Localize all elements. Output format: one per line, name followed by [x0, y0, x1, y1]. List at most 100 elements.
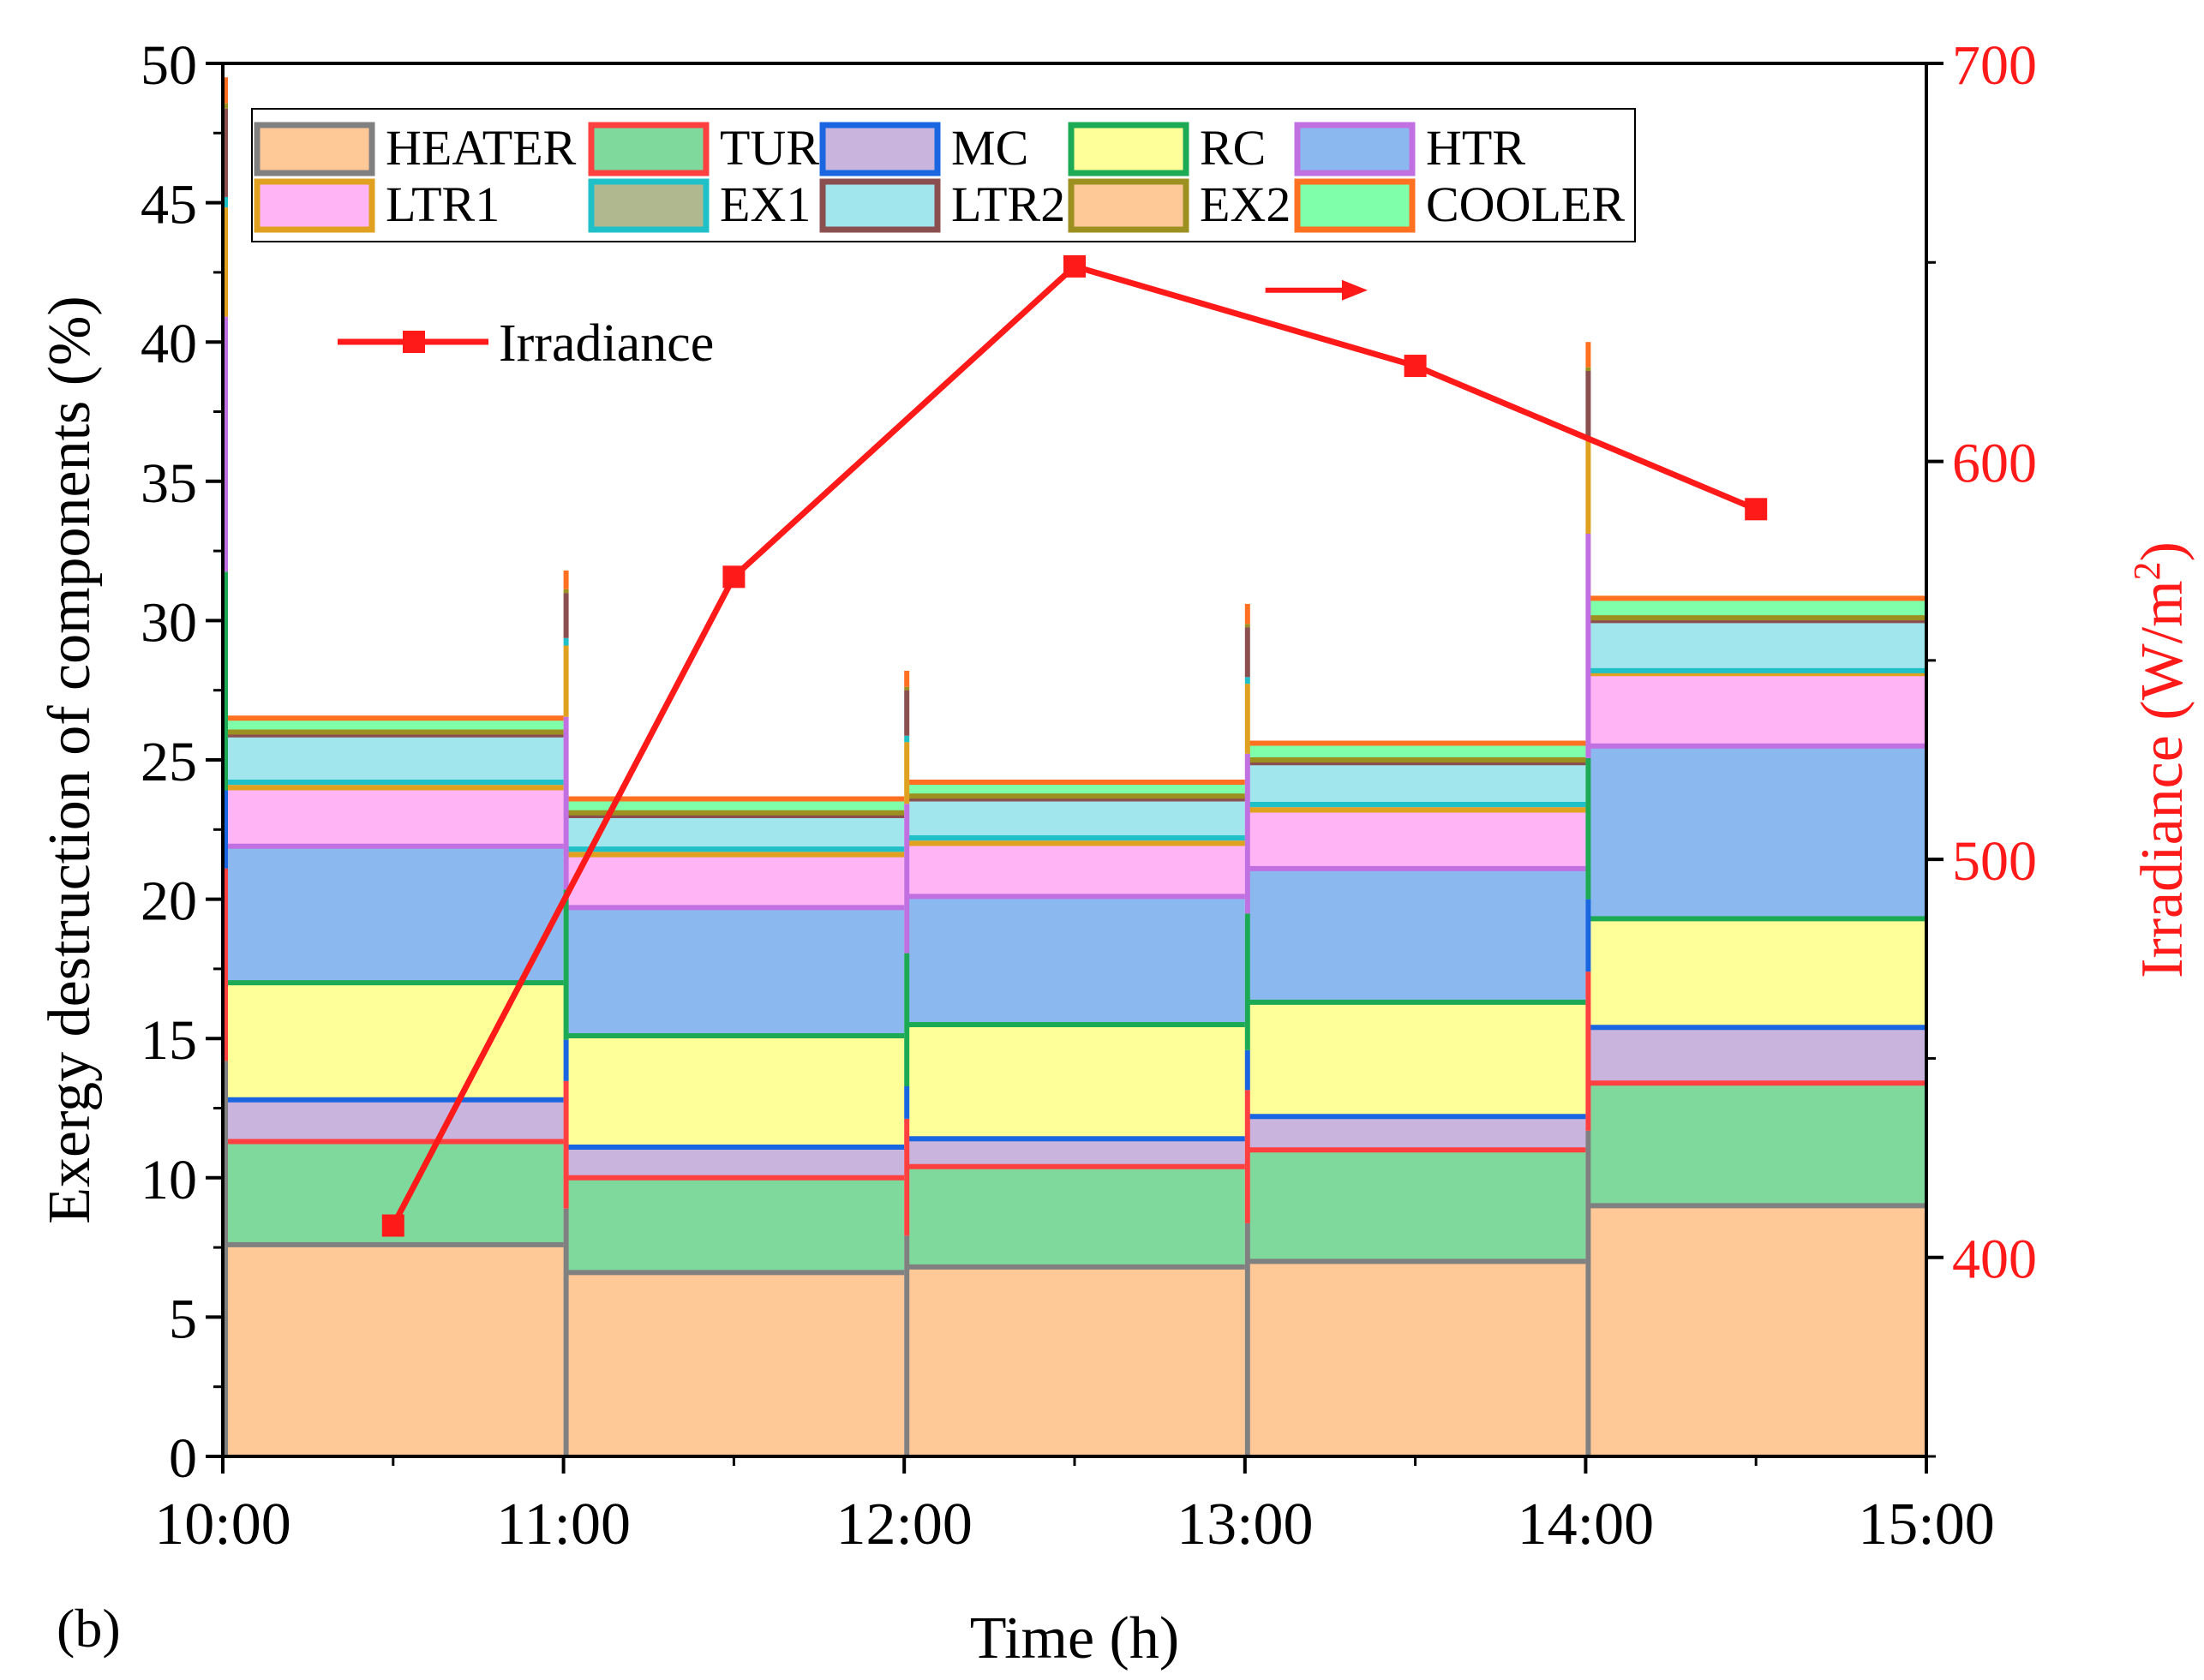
y2-tick-label-500: 500 [1952, 830, 2037, 893]
x-tick-label-3: 13:00 [1177, 1492, 1313, 1557]
area-htr-3 [907, 896, 1245, 1025]
area-htr-1 [223, 846, 564, 983]
y-tick-label-20: 20 [141, 870, 197, 933]
y-tick-label-35: 35 [141, 452, 197, 515]
irradiance-marker-5 [1745, 498, 1768, 521]
x-tick-label-2: 12:00 [835, 1492, 972, 1557]
axis-arrow-head [1341, 279, 1368, 301]
area-ltr1-3 [907, 843, 1245, 897]
legend-label-cooler: COOLER [1426, 176, 1625, 232]
area-cooler-1 [223, 718, 564, 732]
area-heater-5 [1588, 1205, 1926, 1456]
irradiance-marker-3 [1063, 254, 1086, 278]
y-axis-label: Exergy destruction of components (%) [37, 296, 103, 1223]
stacked-area-layer [223, 595, 1926, 1456]
y-tick-label-40: 40 [141, 313, 197, 375]
area-htr-5 [1588, 745, 1926, 919]
y-tick-label-30: 30 [141, 591, 197, 654]
y-tick-label-50: 50 [141, 34, 197, 97]
y2-axis-label-superscript: 2 [2126, 561, 2168, 580]
legend-swatch-htr [1294, 122, 1416, 176]
panel-label: (b) [57, 1598, 121, 1659]
area-ex1-4 [1247, 804, 1586, 810]
legend-label-tur: TUR [720, 120, 819, 176]
irradiance-line-layer [381, 254, 1768, 1237]
area-ltr1-5 [1588, 673, 1926, 746]
legend-swatch-mc [819, 122, 941, 176]
legend-swatch-ex2 [1068, 178, 1189, 233]
x-tick-label-0: 10:00 [154, 1492, 290, 1557]
area-tur-2 [566, 1177, 905, 1273]
area-ltr2-1 [223, 734, 564, 783]
area-rc-5 [1588, 918, 1926, 1028]
area-heater-3 [907, 1266, 1245, 1456]
area-mc-4 [1247, 1116, 1586, 1151]
area-ltr2-5 [1588, 620, 1926, 671]
y-tick-label-15: 15 [141, 1009, 197, 1072]
legend-swatch-ltr1 [254, 178, 375, 233]
area-htr-2 [566, 907, 905, 1036]
axis-labels: Exergy destruction of components (%) Tim… [37, 296, 2195, 1671]
legend-swatch-rc [1068, 122, 1189, 176]
area-tur-4 [1247, 1150, 1586, 1262]
area-rc-1 [223, 983, 564, 1100]
y-tick-label-0: 0 [169, 1427, 197, 1490]
irradiance-marker-1 [381, 1214, 404, 1237]
legend-label-rc: RC [1200, 120, 1266, 176]
area-cooler-4 [1247, 743, 1586, 760]
area-ex1-2 [566, 849, 905, 855]
area-mc-1 [223, 1099, 564, 1142]
area-tur-5 [1588, 1083, 1926, 1206]
area-ltr1-2 [566, 854, 905, 908]
legend-swatch-tur [588, 122, 710, 176]
y-tick-label-10: 10 [141, 1149, 197, 1211]
area-cooler-3 [907, 782, 1245, 797]
legend-label-ex2: EX2 [1200, 176, 1291, 232]
area-tur-3 [907, 1166, 1245, 1267]
area-rc-4 [1247, 1001, 1586, 1117]
y2-tick-label-400: 400 [1952, 1229, 2037, 1291]
legend-swatch-ex1 [588, 178, 710, 233]
legend-label-heater: HEATER [386, 120, 577, 176]
area-ltr2-4 [1247, 762, 1586, 805]
area-heater-2 [566, 1272, 905, 1456]
legend-irradiance-label: Irradiance [499, 314, 714, 373]
area-ltr1-4 [1247, 810, 1586, 869]
y2-tick-label-600: 600 [1952, 433, 2037, 495]
area-cooler-5 [1588, 598, 1926, 619]
legend-swatch-ltr2 [819, 178, 941, 233]
area-ltr2-2 [566, 816, 905, 850]
x-tick-label-1: 11:00 [496, 1492, 631, 1557]
area-heater-1 [223, 1244, 564, 1456]
area-cooler-2 [566, 798, 905, 813]
area-mc-2 [566, 1147, 905, 1178]
legend-irradiance-marker [403, 331, 425, 353]
axis-ticks-layer: 0 5 10 15 20 25 30 35 40 45 50 400 500 600 700 10:00 11:… [141, 34, 2037, 1557]
transition-spikes-layer [223, 77, 1591, 1456]
y2-tick-label-700: 700 [1952, 34, 2037, 97]
x-tick-label-5: 15:00 [1858, 1492, 1994, 1557]
legend-label-mc: MC [951, 120, 1028, 176]
legend-label-ltr2: LTR2 [951, 176, 1065, 232]
legend-swatch-heater [254, 122, 375, 176]
legend-swatch-cooler [1294, 178, 1416, 233]
y2-axis-label-close: ) [2129, 541, 2195, 561]
legend: HEATER TUR MC RC HTR LTR1 EX1 LTR2 EX2 COOLER Irra… [251, 108, 1636, 373]
legend-label-ex1: EX1 [720, 176, 811, 232]
area-rc-3 [907, 1024, 1245, 1139]
y2-axis-label: Irradiance (W/m2) [2126, 541, 2195, 978]
irradiance-marker-2 [722, 565, 746, 589]
area-heater-4 [1247, 1261, 1586, 1456]
x-axis-label: Time (h) [970, 1605, 1179, 1671]
y-tick-label-45: 45 [141, 174, 197, 236]
area-htr-4 [1247, 868, 1586, 1002]
area-ex1-1 [223, 782, 564, 788]
area-ltr2-3 [907, 798, 1245, 839]
area-mc-5 [1588, 1027, 1926, 1084]
area-rc-2 [566, 1035, 905, 1148]
legend-label-htr: HTR [1426, 120, 1525, 176]
area-mc-3 [907, 1139, 1245, 1167]
y2-axis-label-main: Irradiance (W/m [2129, 580, 2195, 978]
legend-label-ltr1: LTR1 [386, 176, 500, 232]
